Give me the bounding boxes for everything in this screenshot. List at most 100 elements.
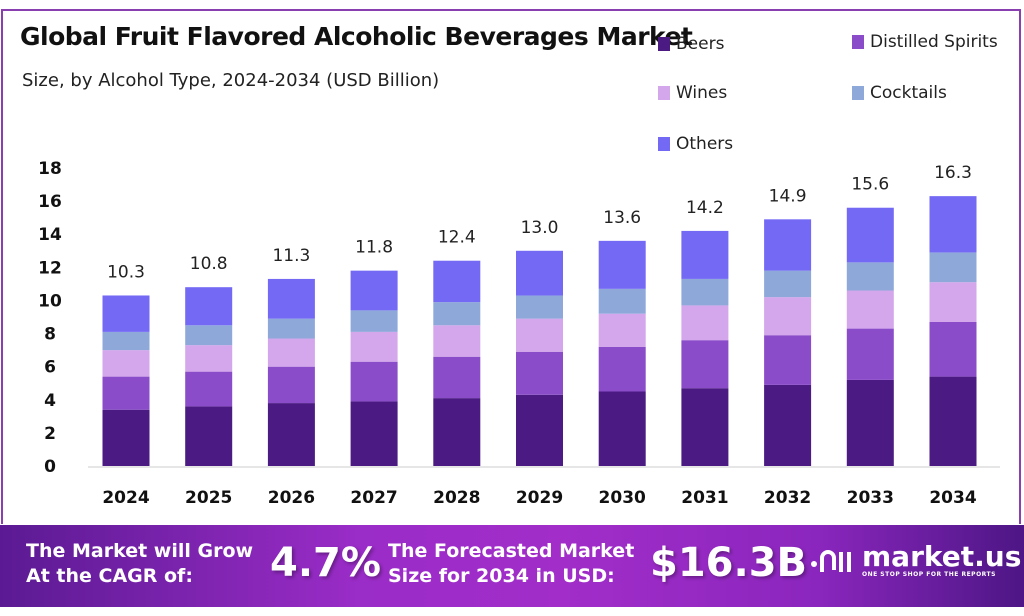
x-tick-label: 2026: [268, 488, 315, 508]
bar-segment-beers: [681, 388, 729, 466]
logo-mark-icon: [811, 549, 851, 572]
y-tick-label: 16: [38, 192, 62, 212]
bar-segment-wines: [846, 290, 894, 329]
bar-segment-cocktails: [681, 278, 729, 306]
bar-segment-others: [267, 278, 315, 319]
chart-frame: [1, 9, 1021, 524]
bar-segment-distilled-spirits: [433, 356, 481, 399]
bar-segment-beers: [846, 379, 894, 466]
chart-subtitle: Size, by Alcohol Type, 2024-2034 (USD Bi…: [22, 70, 440, 91]
brand-name: market.us: [862, 540, 1022, 573]
chart-title: Global Fruit Flavored Alcoholic Beverage…: [20, 22, 693, 51]
y-tick-label: 14: [38, 225, 62, 245]
x-tick-label: 2027: [350, 488, 397, 508]
legend-label: Cocktails: [870, 83, 947, 103]
legend-swatch: [658, 37, 670, 51]
bar-segment-wines: [350, 331, 398, 362]
legend-label: Beers: [676, 34, 725, 54]
bar-segment-others: [598, 240, 646, 289]
bar-segment-cocktails: [350, 310, 398, 332]
y-tick-label: 0: [44, 457, 56, 477]
bar-segment-wines: [929, 282, 977, 322]
y-tick-label: 10: [38, 291, 62, 311]
brand-tagline: ONE STOP SHOP FOR THE REPORTS: [862, 571, 996, 578]
cagr-label-line2: At the CAGR of:: [26, 565, 193, 587]
x-tick-label: 2024: [102, 488, 149, 508]
bar-segment-distilled-spirits: [846, 328, 894, 380]
bar-segment-wines: [681, 305, 729, 341]
y-tick-label: 2: [44, 424, 56, 444]
x-tick-label: 2033: [847, 488, 894, 508]
bar-segment-cocktails: [846, 262, 894, 291]
legend-label: Wines: [676, 83, 728, 103]
legend-item-others: Others: [658, 134, 733, 154]
x-tick-label: 2031: [681, 488, 728, 508]
total-data-label: 11.8: [355, 238, 393, 258]
forecast-label-line2: Size for 2034 in USD:: [388, 565, 615, 587]
legend-label: Others: [676, 134, 734, 154]
bar-segment-beers: [598, 391, 646, 466]
total-data-label: 13.0: [521, 218, 559, 238]
total-data-label: 10.8: [190, 254, 228, 274]
bar-segment-beers: [516, 394, 563, 466]
y-tick-label: 18: [38, 159, 62, 179]
bar-segment-distilled-spirits: [929, 321, 977, 377]
bar-segment-wines: [598, 313, 646, 347]
x-tick-label: 2030: [599, 488, 646, 508]
forecast-label: The Forecasted Market Size for 2034 in US…: [388, 539, 634, 589]
bar-segment-others: [764, 219, 812, 271]
bar-segment-beers: [102, 409, 150, 466]
total-data-label: 11.3: [272, 246, 310, 266]
x-tick-label: 2029: [516, 488, 563, 508]
legend-item-cocktails: Cocktails: [852, 83, 947, 103]
bar-segment-distilled-spirits: [267, 366, 315, 404]
bar-segment-distilled-spirits: [185, 371, 233, 407]
bar-segment-wines: [433, 325, 481, 357]
total-data-label: 13.6: [603, 208, 641, 228]
x-tick-label: 2032: [764, 488, 811, 508]
bar-segment-distilled-spirits: [598, 346, 646, 392]
y-tick-label: 4: [44, 391, 56, 411]
legend-swatch: [852, 35, 864, 49]
bar-segment-wines: [102, 350, 150, 377]
x-tick-label: 2025: [185, 488, 232, 508]
bar-segment-wines: [764, 297, 812, 336]
total-data-label: 10.3: [107, 262, 145, 282]
bar-segment-distilled-spirits: [102, 376, 150, 410]
legend-label: Distilled Spirits: [870, 32, 998, 52]
bar-segment-cocktails: [516, 295, 563, 319]
bar-segment-distilled-spirits: [764, 335, 812, 385]
bar-segment-cocktails: [185, 325, 233, 346]
market-us-logo: market.us ONE STOP SHOP FOR THE REPORTS: [808, 543, 1021, 578]
bar-segment-cocktails: [929, 252, 977, 283]
total-data-label: 12.4: [438, 228, 476, 248]
legend-item-wines: Wines: [658, 83, 727, 103]
y-tick-label: 12: [38, 258, 62, 278]
cagr-label-line1: The Market will Grow: [26, 540, 254, 562]
bar-segment-wines: [516, 318, 563, 352]
total-data-label: 15.6: [851, 175, 889, 195]
bar-segment-beers: [350, 401, 398, 466]
bar-segment-wines: [267, 338, 315, 367]
bar-segment-distilled-spirits: [681, 340, 729, 389]
bar-segment-others: [102, 295, 150, 332]
bar-segment-others: [185, 287, 233, 326]
bar-segment-beers: [764, 384, 812, 466]
legend-swatch: [852, 86, 864, 100]
total-data-label: 14.9: [769, 186, 807, 206]
legend-swatch: [658, 86, 670, 100]
total-data-label: 16.3: [934, 163, 972, 183]
bar-segment-beers: [267, 403, 315, 466]
bar-segment-others: [846, 207, 894, 263]
forecast-label-line1: The Forecasted Market: [388, 540, 635, 562]
forecast-value: $16.3B: [650, 540, 808, 586]
total-data-label: 14.2: [686, 198, 724, 218]
legend-item-distilled-spirits: Distilled Spirits: [852, 32, 998, 52]
bar-segment-others: [681, 230, 729, 279]
cagr-label: The Market will Grow At the CAGR of:: [26, 539, 253, 589]
bar-segment-others: [433, 260, 481, 303]
y-tick-label: 6: [44, 358, 56, 378]
bar-segment-beers: [929, 376, 977, 466]
bar-segment-cocktails: [267, 318, 315, 339]
stacked-bar-chart: 0 2 4 6 8 10 12 14 16 18 10.3 2024 10.8 2025 11.3 2026 1…: [38, 159, 1000, 508]
